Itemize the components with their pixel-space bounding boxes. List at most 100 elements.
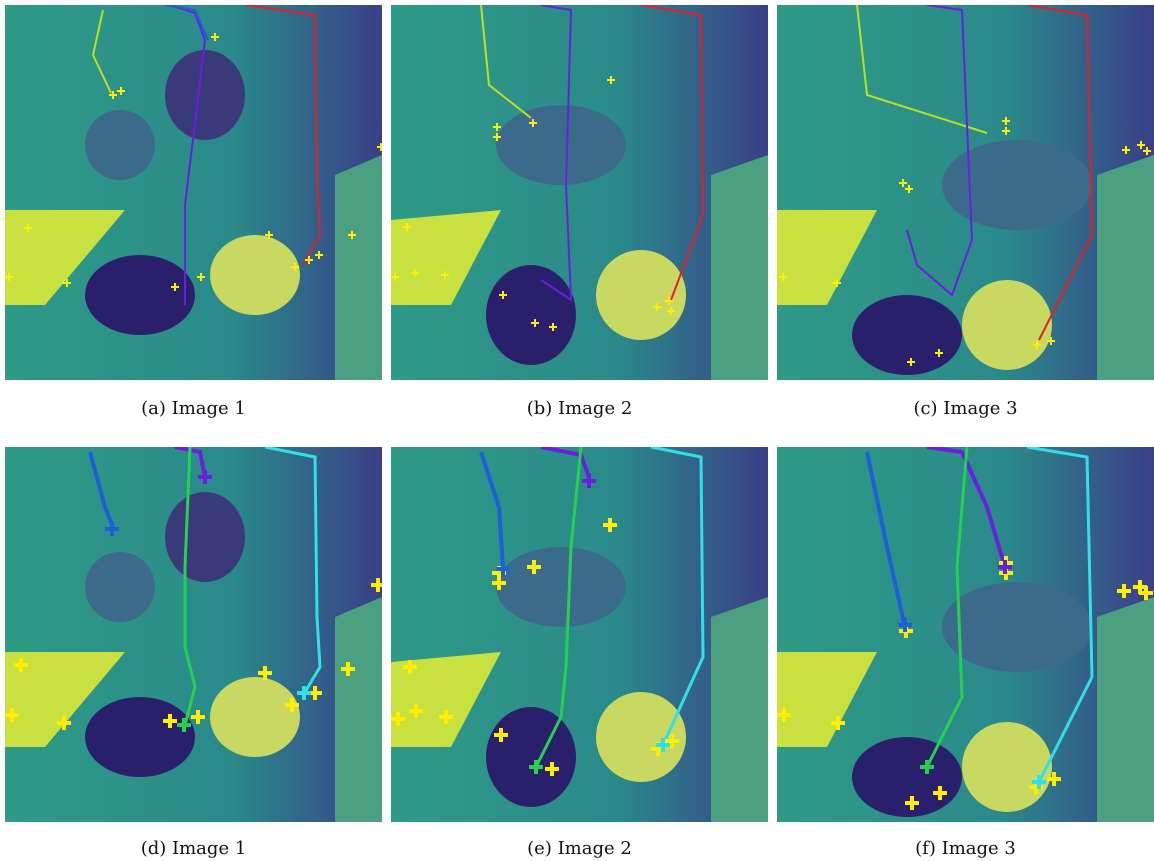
dog-shape xyxy=(85,255,195,335)
dog-shape xyxy=(165,492,245,582)
plus-icon xyxy=(494,728,508,742)
plus-icon xyxy=(439,710,453,724)
plus-icon xyxy=(831,716,845,730)
track-blue xyxy=(88,451,115,528)
scene-image-a xyxy=(5,5,382,380)
plus-icon xyxy=(191,710,205,724)
plus-icon xyxy=(109,91,117,99)
plus-icon xyxy=(391,273,399,281)
wooden-floor xyxy=(777,210,877,305)
panel-f-image xyxy=(777,447,1154,822)
plus-icon xyxy=(1002,127,1010,135)
plus-icon xyxy=(24,224,32,232)
plus-icon xyxy=(529,119,537,127)
plus-icon xyxy=(499,291,507,299)
track-purple xyxy=(906,5,974,297)
plus-icon xyxy=(5,273,13,281)
plus-icon xyxy=(117,87,125,95)
dog-shape xyxy=(165,50,245,140)
plus-icon xyxy=(391,712,405,726)
plus-icon xyxy=(665,297,673,305)
plus-icon xyxy=(197,273,205,281)
track-endpoint-markers xyxy=(898,560,1046,789)
plus-icon xyxy=(177,718,191,732)
dog-shape xyxy=(596,250,686,340)
plus-icon xyxy=(1033,341,1041,349)
track-yellowgreen xyxy=(91,9,112,94)
track-cyan xyxy=(1026,447,1094,783)
plus-icon xyxy=(496,562,510,576)
scene-background xyxy=(391,447,768,822)
plus-icon xyxy=(527,560,541,574)
dog-shape xyxy=(942,140,1092,230)
track-blue xyxy=(865,451,907,628)
plus-icon xyxy=(905,796,919,810)
plus-icon xyxy=(545,762,559,776)
wall-panel xyxy=(335,155,382,380)
caption-a: (a) Image 1 xyxy=(141,398,246,419)
plus-icon xyxy=(607,76,615,84)
keypoint-markers xyxy=(5,33,382,291)
wall-panel xyxy=(711,597,768,822)
dog-shape xyxy=(852,737,962,817)
dog-shape xyxy=(962,722,1052,812)
plus-icon xyxy=(403,223,411,231)
caption-f: (f) Image 3 xyxy=(915,838,1016,859)
track-purple xyxy=(174,447,207,478)
dog-shape xyxy=(85,697,195,777)
plus-icon xyxy=(409,704,423,718)
wooden-floor xyxy=(5,210,125,305)
track-green xyxy=(183,447,197,726)
plus-icon xyxy=(899,179,907,187)
plus-icon xyxy=(258,666,272,680)
plus-icon xyxy=(211,33,219,41)
caption-b: (b) Image 2 xyxy=(526,398,633,419)
plus-icon xyxy=(163,714,177,728)
wooden-floor xyxy=(391,652,501,747)
track-green xyxy=(925,447,969,768)
wooden-floor xyxy=(391,210,501,305)
scene-image-d xyxy=(5,447,382,822)
plus-icon xyxy=(57,716,71,730)
caption-c: (c) Image 3 xyxy=(913,398,1018,419)
plus-icon xyxy=(1117,584,1131,598)
panel-d-image xyxy=(5,447,382,822)
plus-icon xyxy=(653,303,661,311)
wooden-floor xyxy=(5,652,125,747)
wall-panel xyxy=(711,155,768,380)
plus-icon xyxy=(492,576,506,590)
plus-icon xyxy=(297,686,311,700)
dog-shape xyxy=(486,707,576,807)
plus-icon xyxy=(171,283,179,291)
plus-icon xyxy=(441,271,449,279)
dog-shape xyxy=(210,677,300,757)
track-blue xyxy=(479,451,505,568)
wall-panel xyxy=(1097,597,1154,822)
plus-icon xyxy=(105,522,119,536)
wall-panel xyxy=(335,597,382,822)
scene-image-e xyxy=(391,447,768,822)
keypoint-markers xyxy=(391,76,675,331)
wooden-floor xyxy=(777,652,877,747)
wall-panel xyxy=(1097,155,1154,380)
plus-icon xyxy=(1002,117,1010,125)
track-yellowgreen xyxy=(480,5,532,119)
plus-icon xyxy=(493,123,501,131)
plus-icon xyxy=(14,658,28,672)
track-cyan xyxy=(650,447,705,746)
plus-icon xyxy=(377,143,382,151)
plus-icon xyxy=(998,560,1012,574)
plus-icon xyxy=(265,231,273,239)
plus-icon xyxy=(1137,141,1145,149)
panel-a-image xyxy=(5,5,382,380)
track-red xyxy=(640,5,705,301)
plus-icon xyxy=(905,185,913,193)
plus-icon xyxy=(935,349,943,357)
plus-icon xyxy=(529,760,543,774)
plus-icon xyxy=(198,470,212,484)
plus-icon xyxy=(285,698,299,712)
track-endpoint-markers xyxy=(105,470,311,732)
plus-icon xyxy=(1143,147,1151,155)
dog-shape xyxy=(852,295,962,375)
dog-shape xyxy=(210,235,300,315)
